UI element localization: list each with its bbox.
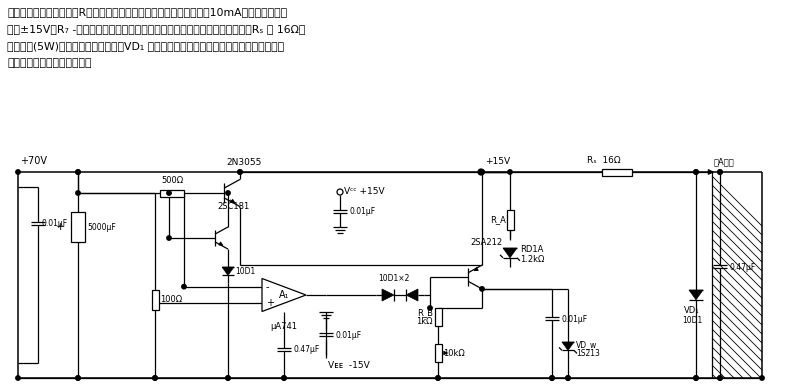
Circle shape xyxy=(76,191,80,195)
Polygon shape xyxy=(262,278,306,312)
Polygon shape xyxy=(689,290,703,300)
Text: +: + xyxy=(266,298,274,308)
Bar xyxy=(435,308,441,326)
Circle shape xyxy=(16,376,20,380)
Text: 10D1: 10D1 xyxy=(682,316,702,325)
Circle shape xyxy=(717,170,722,174)
Circle shape xyxy=(480,170,484,174)
Text: 10D1×2: 10D1×2 xyxy=(378,274,409,283)
Text: 接A的地: 接A的地 xyxy=(714,157,735,166)
Polygon shape xyxy=(503,248,517,258)
Text: 2SA212: 2SA212 xyxy=(470,238,502,247)
Text: RD1A: RD1A xyxy=(520,245,543,255)
Circle shape xyxy=(694,376,698,380)
Text: VD_w: VD_w xyxy=(576,340,597,349)
Circle shape xyxy=(166,236,171,240)
Text: 其他类型稳压管时，要用R，调节稳定电流的最佳点，使其流经电流为10mA。运放工作电源: 其他类型稳压管时，要用R，调节稳定电流的最佳点，使其流经电流为10mA。运放工作… xyxy=(7,7,287,17)
Circle shape xyxy=(226,191,230,195)
Circle shape xyxy=(480,170,484,174)
Bar xyxy=(435,344,441,362)
Circle shape xyxy=(182,284,186,289)
Circle shape xyxy=(550,376,554,380)
Circle shape xyxy=(566,376,570,380)
Text: 10D1: 10D1 xyxy=(235,268,255,277)
Text: μA741: μA741 xyxy=(270,322,297,331)
Circle shape xyxy=(508,170,512,174)
Text: 10kΩ: 10kΩ xyxy=(443,349,465,358)
Text: Vᴇᴇ  -15V: Vᴇᴇ -15V xyxy=(328,362,370,370)
Circle shape xyxy=(16,170,20,174)
Text: 0.01μF: 0.01μF xyxy=(335,332,361,340)
Text: -: - xyxy=(266,282,269,292)
Circle shape xyxy=(479,170,484,174)
Circle shape xyxy=(694,170,698,174)
Text: 0.01μF: 0.01μF xyxy=(349,207,375,216)
Bar xyxy=(506,210,513,230)
Circle shape xyxy=(153,376,157,380)
Text: 0.47μF: 0.47μF xyxy=(293,346,319,355)
Circle shape xyxy=(226,376,230,380)
Polygon shape xyxy=(562,342,574,350)
Circle shape xyxy=(550,376,554,380)
Circle shape xyxy=(478,169,484,175)
Text: 2N3055: 2N3055 xyxy=(226,158,261,167)
Text: 采用±15V。R₇ -定要选用线绕低温度系数的电位器，用于调整最大输出电流。Rₛ 为 16Ω，: 采用±15V。R₇ -定要选用线绕低温度系数的电位器，用于调整最大输出电流。Rₛ… xyxy=(7,24,305,34)
Text: 2SC181: 2SC181 xyxy=(217,202,250,211)
Circle shape xyxy=(282,376,287,380)
Text: 0.01μF: 0.01μF xyxy=(561,314,587,323)
Text: VD₁: VD₁ xyxy=(685,306,699,315)
Polygon shape xyxy=(222,267,234,275)
Circle shape xyxy=(694,376,698,380)
Text: R_A: R_A xyxy=(490,216,506,225)
Text: 100Ω: 100Ω xyxy=(160,296,182,305)
Circle shape xyxy=(226,376,230,380)
Bar xyxy=(602,168,632,176)
Bar xyxy=(152,290,159,310)
Text: +70V: +70V xyxy=(20,156,47,166)
Text: 功耗较大(5W)，要注意散热的问题。VD₁ 用于防止感性负载产生的感应电势损坏功率晶体: 功耗较大(5W)，要注意散热的问题。VD₁ 用于防止感性负载产生的感应电势损坏功… xyxy=(7,41,284,51)
Circle shape xyxy=(436,376,440,380)
Text: 0.47μF: 0.47μF xyxy=(729,262,755,271)
Circle shape xyxy=(717,376,722,380)
Text: 1kΩ: 1kΩ xyxy=(417,317,433,326)
Circle shape xyxy=(76,170,80,174)
Text: Vᶜᶜ +15V: Vᶜᶜ +15V xyxy=(344,186,385,195)
Text: 500Ω: 500Ω xyxy=(161,176,183,185)
Text: 1.2kΩ: 1.2kΩ xyxy=(520,255,544,264)
Bar xyxy=(71,212,85,242)
Text: 0.01μF: 0.01μF xyxy=(42,220,68,229)
Circle shape xyxy=(76,170,80,174)
Circle shape xyxy=(480,287,484,291)
Circle shape xyxy=(337,189,343,195)
Polygon shape xyxy=(406,289,418,301)
Text: +: + xyxy=(56,222,65,232)
Circle shape xyxy=(436,376,440,380)
Circle shape xyxy=(282,376,287,380)
Text: 1S213: 1S213 xyxy=(576,349,600,358)
Circle shape xyxy=(694,170,698,174)
Text: Rₛ  16Ω: Rₛ 16Ω xyxy=(587,156,621,165)
Circle shape xyxy=(717,376,722,380)
Text: +15V: +15V xyxy=(485,157,510,166)
Text: R_B: R_B xyxy=(417,308,433,317)
Circle shape xyxy=(153,376,157,380)
Text: 5000μF: 5000μF xyxy=(87,223,115,232)
Bar xyxy=(160,190,184,197)
Circle shape xyxy=(717,170,722,174)
Circle shape xyxy=(760,376,765,380)
Circle shape xyxy=(566,376,570,380)
Circle shape xyxy=(428,306,433,310)
Circle shape xyxy=(76,376,80,380)
Circle shape xyxy=(166,191,171,195)
Text: 管。接人的小电容用于防振。: 管。接人的小电容用于防振。 xyxy=(7,58,92,68)
Text: A₁: A₁ xyxy=(279,290,290,300)
Circle shape xyxy=(76,376,80,380)
Circle shape xyxy=(238,170,243,174)
Circle shape xyxy=(238,170,243,174)
Polygon shape xyxy=(382,289,394,301)
